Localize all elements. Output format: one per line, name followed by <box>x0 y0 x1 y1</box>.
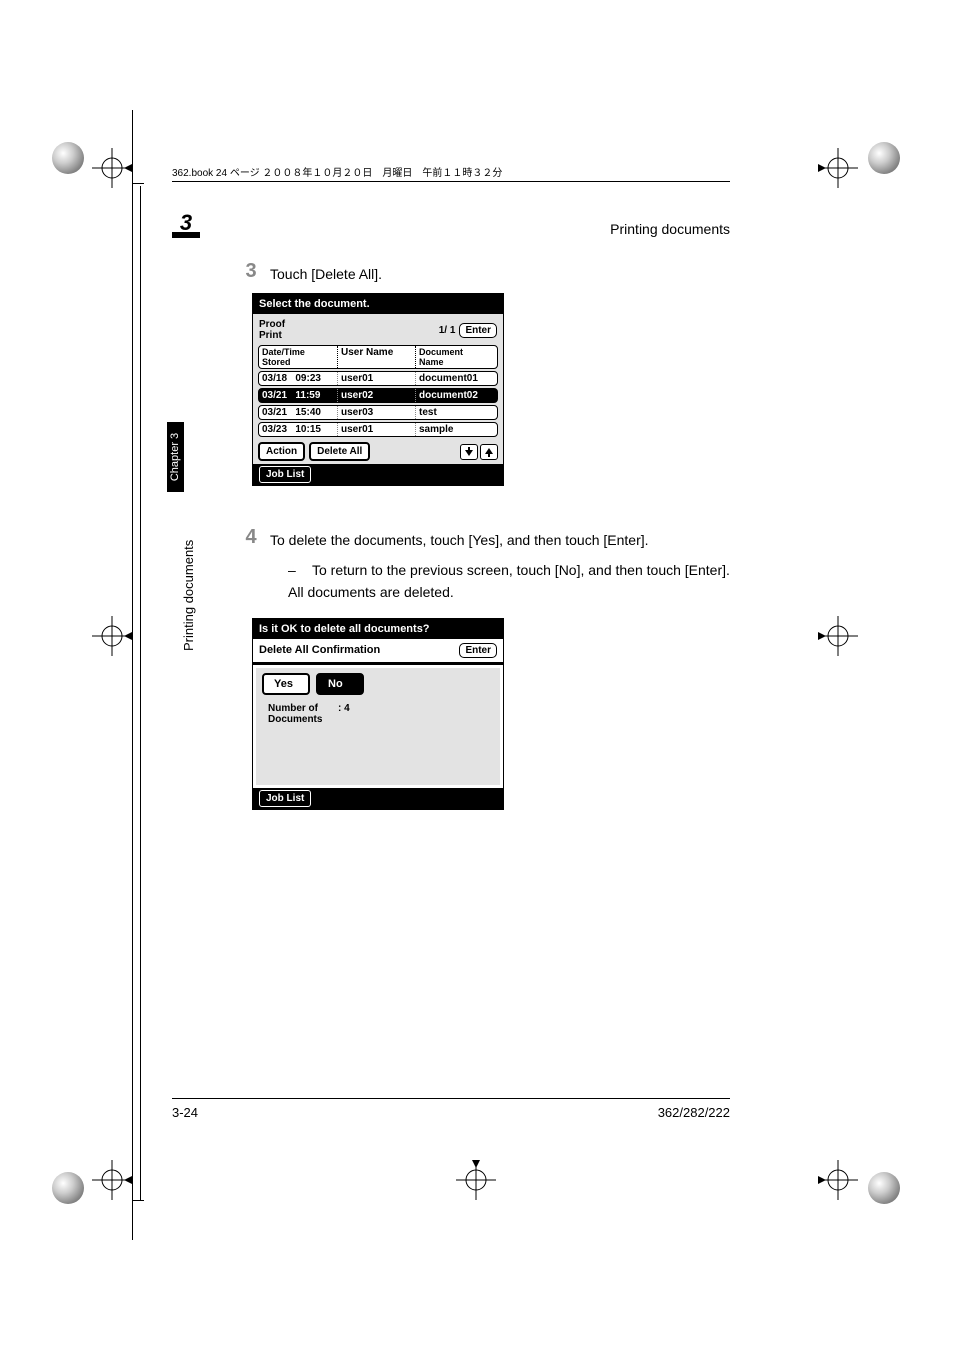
step-subtext: All documents are deleted. <box>288 581 732 603</box>
delete-confirmation-panel: Is it OK to delete all documents? Delete… <box>252 618 504 810</box>
col-datetime: Date/TimeStored <box>259 346 337 368</box>
chapter-tab: Chapter 3 <box>167 422 184 492</box>
table-row[interactable]: 03/21 15:40 user03 test <box>258 405 498 420</box>
enter-button[interactable]: Enter <box>459 323 497 338</box>
step-text: Touch [Delete All]. <box>270 260 382 285</box>
panel-title: Is it OK to delete all documents? <box>253 619 503 639</box>
job-list-button[interactable]: Job List <box>259 790 311 807</box>
table-row[interactable]: 03/18 09:23 user01 document01 <box>258 371 498 386</box>
reg-mark-icon <box>818 616 858 656</box>
arrow-up-button[interactable] <box>480 444 498 460</box>
corner-sphere <box>52 142 84 174</box>
corner-sphere <box>52 1172 84 1204</box>
reg-mark-icon <box>92 616 132 656</box>
enter-button[interactable]: Enter <box>459 643 497 658</box>
model-number: 362/282/222 <box>658 1105 730 1120</box>
action-button[interactable]: Action <box>258 442 305 461</box>
table-header: Date/TimeStored User Name DocumentName <box>258 345 498 369</box>
crop-line <box>140 186 141 1200</box>
book-info: 362.book 24 ページ ２００８年１０月２０日 月曜日 午前１１時３２分 <box>172 164 730 182</box>
corner-sphere <box>868 1172 900 1204</box>
step-subtext: – To return to the previous screen, touc… <box>288 559 732 581</box>
step-3: 3 Touch [Delete All]. <box>232 260 732 285</box>
reg-mark-icon <box>456 1160 496 1200</box>
delete-all-button[interactable]: Delete All <box>309 442 370 461</box>
footer-rule <box>172 1098 730 1099</box>
section-number-badge: 3 <box>172 210 200 238</box>
confirmation-subtitle: Delete All Confirmation <box>259 644 380 656</box>
step-4: 4 To delete the documents, touch [Yes], … <box>232 526 732 551</box>
col-username: User Name <box>337 346 415 368</box>
svg-text:3: 3 <box>180 210 192 235</box>
proof-print-label: ProofPrint <box>259 319 285 341</box>
corner-sphere <box>868 142 900 174</box>
table-row[interactable]: 03/21 11:59 user02 document02 <box>258 388 498 403</box>
arrow-down-button[interactable] <box>460 444 478 460</box>
numdocs-value: : 4 <box>338 703 350 725</box>
no-button[interactable]: No <box>316 673 364 695</box>
select-document-panel: Select the document. ProofPrint 1/ 1 Ent… <box>252 293 504 486</box>
crop-line <box>132 110 133 1240</box>
section-title: Printing documents <box>610 221 730 237</box>
arrow-down-icon <box>464 447 474 457</box>
step-text: To delete the documents, touch [Yes], an… <box>270 526 649 551</box>
step-number: 3 <box>232 260 270 285</box>
reg-mark-icon <box>92 1160 132 1200</box>
yes-button[interactable]: Yes <box>262 673 310 695</box>
panel-title: Select the document. <box>253 294 503 314</box>
page-number: 3-24 <box>172 1105 198 1120</box>
reg-mark-icon <box>818 1160 858 1200</box>
col-docname: DocumentName <box>415 346 497 368</box>
crop-line <box>132 183 144 184</box>
job-list-button[interactable]: Job List <box>259 466 311 483</box>
step-number: 4 <box>232 526 270 551</box>
reg-mark-icon <box>818 148 858 188</box>
page-indicator: 1/ 1 <box>439 325 456 336</box>
side-vertical-text: Printing documents <box>181 540 196 651</box>
table-row[interactable]: 03/23 10:15 user01 sample <box>258 422 498 437</box>
crop-line <box>132 1200 144 1201</box>
numdocs-label: Number ofDocuments <box>268 703 338 725</box>
reg-mark-icon <box>92 148 132 188</box>
arrow-up-icon <box>484 447 494 457</box>
